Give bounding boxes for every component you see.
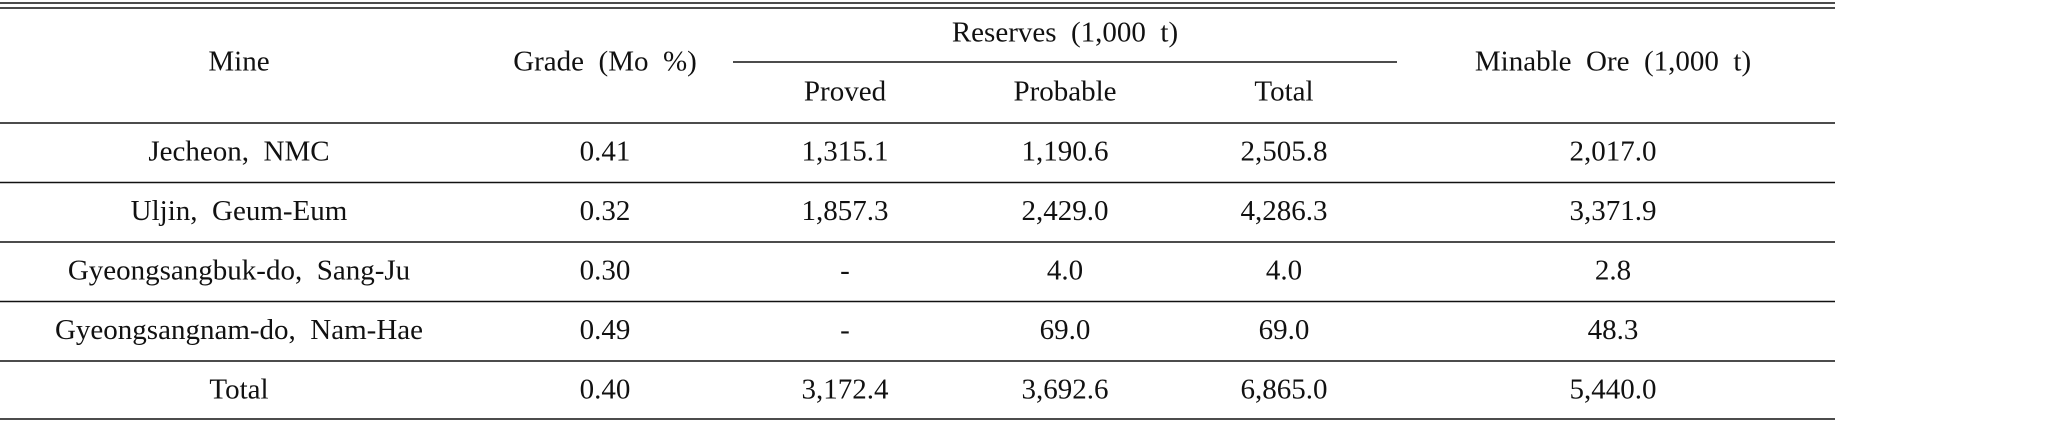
cell: 0.49 [580,314,631,346]
cell: 69.0 [1040,314,1091,346]
cell: - [840,254,850,286]
cell: - [840,314,850,346]
subheader-cell: Proved [804,76,887,108]
subheader-cell: Total [1254,76,1313,108]
cell: 0.40 [580,373,631,405]
header-cell: Minable Ore (1,000 t) [1475,46,1751,78]
cell: 6,865.0 [1241,373,1328,405]
cell: 0.32 [580,195,631,227]
cell: 69.0 [1259,314,1310,346]
cell: 1,857.3 [802,195,889,227]
cell: Gyeongsangnam-do, Nam-Hae [55,314,423,346]
cell: 2,429.0 [1022,195,1109,227]
cell: Total [209,373,268,405]
cell: 5,440.0 [1570,373,1657,405]
cell: 4.0 [1047,254,1083,286]
subheader-cell: Probable [1013,76,1116,108]
cell: 48.3 [1588,314,1639,346]
cell: 2.8 [1595,254,1631,286]
cell: Jecheon, NMC [148,135,329,167]
cell: 1,190.6 [1022,135,1109,167]
header-cell: Mine [208,46,269,78]
cell: 0.30 [580,254,631,286]
cell: 0.41 [580,135,631,167]
cell: 2,017.0 [1570,135,1657,167]
cell: Gyeongsangbuk-do, Sang-Ju [68,254,410,286]
header-cell: Grade (Mo %) [513,46,697,78]
cell: 4.0 [1266,254,1302,286]
cell: Uljin, Geum-Eum [131,195,348,227]
cell: 3,692.6 [1022,373,1109,405]
cell: 4,286.3 [1241,195,1328,227]
cell: 1,315.1 [802,135,889,167]
cell: 3,371.9 [1570,195,1657,227]
header-cell: Reserves (1,000 t) [952,17,1178,49]
cell: 3,172.4 [802,373,890,405]
cell: 2,505.8 [1241,135,1328,167]
